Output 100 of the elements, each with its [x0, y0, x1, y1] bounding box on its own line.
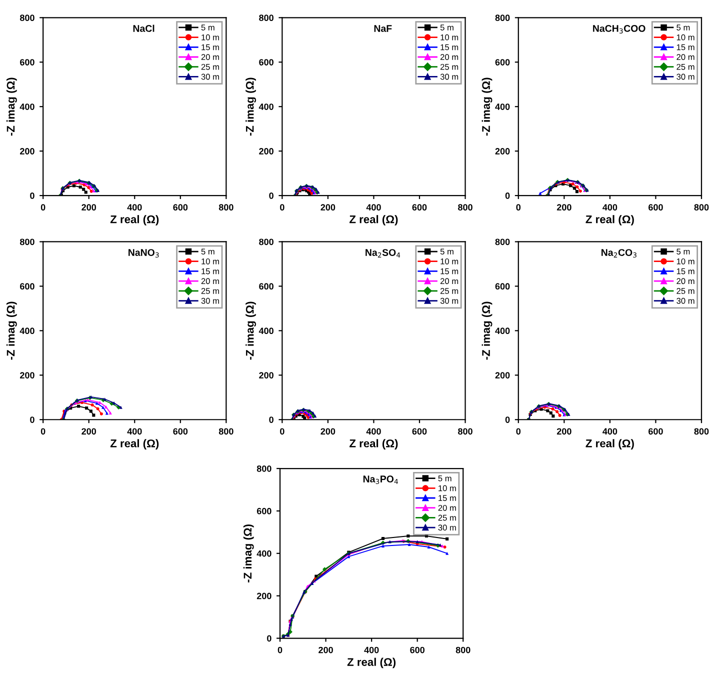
- legend-label: 30 m: [440, 74, 458, 80]
- x-tick-label: 600: [412, 204, 427, 211]
- y-tick-label: 200: [20, 148, 34, 154]
- x-axis-title: Z real (Ω): [350, 215, 398, 226]
- x-tick-label: 400: [127, 204, 142, 211]
- y-tick-label: 0: [30, 192, 34, 199]
- legend-label: 30 m: [676, 298, 694, 304]
- y-tick-label: 400: [20, 104, 34, 110]
- legend-label: 15 m: [440, 268, 458, 274]
- x-axis-title: Z real (Ω): [586, 215, 634, 226]
- y-tick-label: 200: [495, 148, 510, 154]
- legend-label: 5 m: [438, 475, 452, 482]
- y-tick-label: 600: [495, 59, 510, 66]
- x-tick-label: 400: [366, 204, 381, 211]
- y-tick-label: 0: [269, 416, 274, 423]
- legend-label: 15 m: [202, 44, 219, 50]
- x-tick-label: 800: [456, 646, 470, 654]
- legend-label: 25 m: [676, 64, 694, 70]
- legend-label: 10 m: [676, 258, 694, 264]
- legend-label: 10 m: [202, 258, 219, 264]
- x-axis-title: Z real (Ω): [110, 215, 159, 226]
- x-axis-title: Z real (Ω): [110, 439, 159, 450]
- y-tick-label: 600: [20, 283, 34, 290]
- legend-label: 20 m: [201, 54, 219, 60]
- x-tick-label: 200: [556, 428, 572, 435]
- y-tick-label: 800: [20, 238, 34, 246]
- y-tick-label: 400: [20, 328, 34, 334]
- legend-label: 5 m: [440, 24, 454, 30]
- x-tick-label: 800: [458, 428, 472, 435]
- y-tick-label: 600: [259, 59, 274, 66]
- x-tick-label: 800: [218, 428, 234, 435]
- x-tick-label: 600: [412, 428, 427, 435]
- y-tick-label: 800: [20, 14, 34, 22]
- y-axis-title: -Z imag (Ω): [482, 302, 492, 360]
- y-axis-title: -Z imag (Ω): [243, 524, 254, 582]
- x-axis-title: Z real (Ω): [350, 439, 398, 450]
- y-axis-title: -Z imag (Ω): [246, 302, 256, 360]
- x-tick-label: 200: [318, 646, 333, 654]
- legend-label: 25 m: [438, 514, 456, 521]
- y-tick-label: 600: [259, 283, 274, 290]
- y-tick-label: 0: [267, 635, 272, 642]
- text: NaCl: [133, 24, 154, 32]
- legend-label: 30 m: [676, 74, 694, 80]
- legend-label: 5 m: [201, 24, 214, 30]
- legend-label: 20 m: [440, 54, 458, 60]
- legend-label: 20 m: [676, 54, 694, 60]
- y-tick-label: 0: [505, 192, 510, 199]
- x-tick-label: 800: [694, 428, 709, 435]
- text: NaF: [374, 25, 392, 32]
- y-tick-label: 400: [495, 104, 510, 110]
- legend-label: 30 m: [201, 298, 219, 304]
- y-tick-label: 800: [259, 238, 274, 246]
- y-tick-label: 200: [256, 592, 272, 600]
- text: Na$_{2}$SO$_{4}$: [366, 249, 400, 258]
- x-tick-label: 600: [173, 204, 188, 211]
- y-tick-label: 200: [259, 372, 274, 379]
- x-axis-title: Z real (Ω): [586, 439, 634, 450]
- legend-label: 10 m: [676, 34, 694, 40]
- legend-label: 10 m: [440, 258, 458, 264]
- x-tick-label: 600: [648, 428, 663, 435]
- x-tick-label: 200: [82, 204, 96, 211]
- y-tick-label: 800: [256, 465, 272, 472]
- legend-label: 20 m: [438, 504, 456, 511]
- y-tick-label: 400: [256, 550, 272, 557]
- legend-label: 30 m: [440, 298, 458, 304]
- y-tick-label: 800: [259, 14, 274, 22]
- legend-label: 25 m: [440, 288, 458, 294]
- legend-label: 15 m: [440, 44, 458, 50]
- legend-label: 5 m: [440, 248, 454, 255]
- legend-label: 30 m: [201, 74, 219, 80]
- y-tick-label: 0: [30, 416, 34, 423]
- x-tick-label: 200: [320, 428, 336, 435]
- y-tick-label: 200: [495, 372, 510, 379]
- x-tick-label: 0: [516, 428, 521, 435]
- x-tick-label: 0: [40, 428, 46, 435]
- x-tick-label: 200: [82, 428, 96, 435]
- legend-label: 30 m: [438, 524, 456, 531]
- y-tick-label: 0: [269, 192, 274, 199]
- x-tick-label: 200: [320, 204, 336, 211]
- text: Na$_{2}$CO$_{3}$: [602, 249, 636, 258]
- legend-label: 15 m: [676, 44, 694, 50]
- x-axis-title: Z real (Ω): [347, 658, 396, 668]
- x-tick-label: 0: [516, 204, 521, 211]
- y-tick-label: 200: [20, 372, 34, 379]
- x-tick-label: 0: [280, 204, 284, 211]
- y-tick-label: 0: [505, 416, 510, 423]
- text: NaCH$_{3}$COO: [593, 25, 646, 34]
- x-tick-label: 0: [40, 204, 46, 211]
- x-tick-label: 400: [602, 204, 618, 211]
- x-tick-label: 400: [127, 428, 142, 435]
- x-tick-label: 600: [173, 428, 188, 435]
- legend-label: 25 m: [201, 288, 219, 294]
- x-tick-label: 600: [410, 646, 424, 654]
- y-tick-label: 200: [259, 148, 274, 154]
- x-tick-label: 800: [694, 204, 709, 211]
- y-tick-label: 400: [258, 104, 274, 110]
- legend-label: 20 m: [201, 278, 219, 284]
- y-tick-label: 600: [20, 59, 34, 66]
- legend-label: 15 m: [202, 268, 219, 274]
- y-tick-label: 400: [495, 328, 510, 334]
